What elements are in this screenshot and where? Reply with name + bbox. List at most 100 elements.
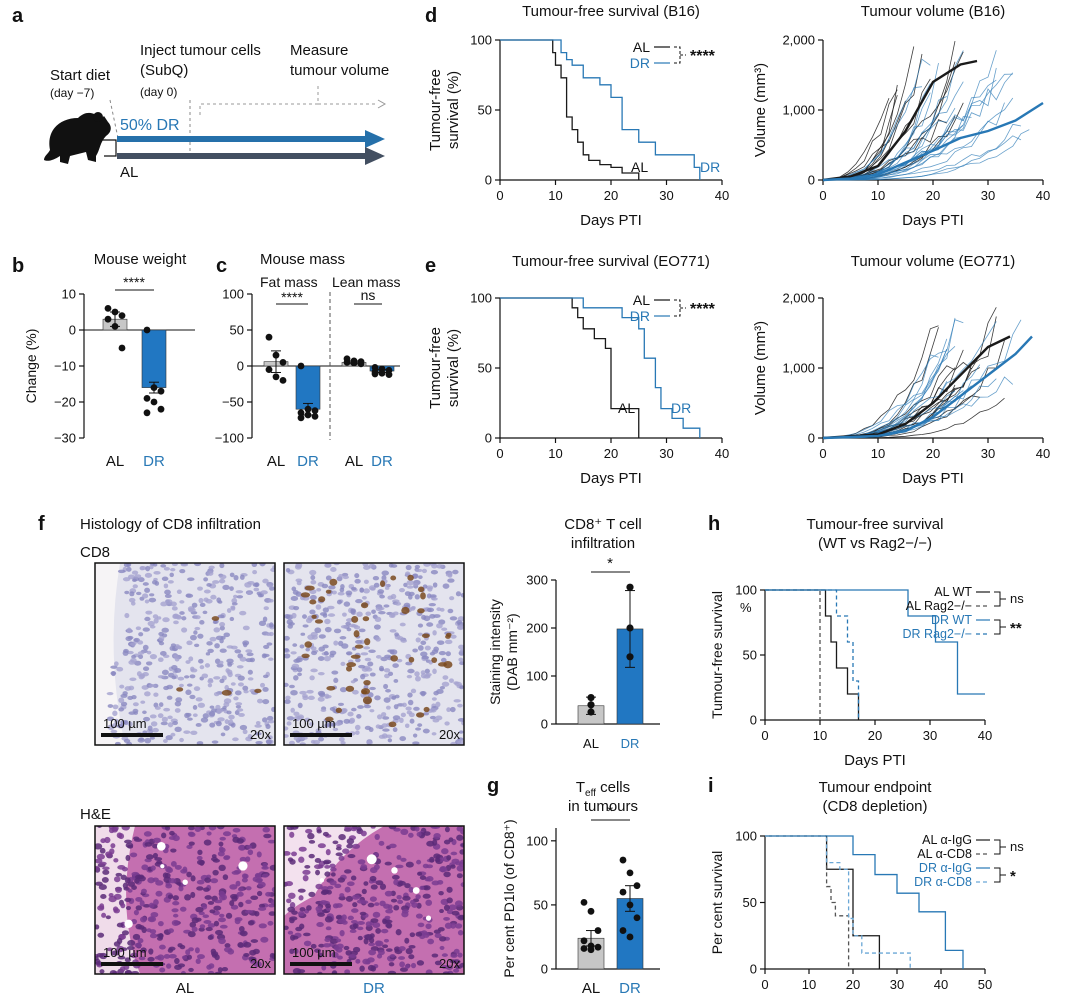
y-axis-label: Tumour-free: [427, 69, 444, 151]
nucleus: [186, 683, 193, 687]
nucleus: [214, 899, 223, 904]
nucleus: [304, 864, 311, 869]
legend-label: DR α-CD8: [914, 875, 972, 889]
nucleus: [242, 625, 250, 631]
mouse-body: [44, 112, 111, 164]
x-tick-label: 20: [604, 188, 618, 203]
nucleus: [458, 730, 464, 734]
nucleus: [118, 707, 125, 712]
nucleus: [205, 598, 213, 604]
nucleus: [302, 874, 309, 882]
series-end-label: AL: [618, 400, 635, 416]
nucleus: [345, 621, 351, 626]
chart-f2: 0 100 200 300 Staining intensity (DAB mm⁻²) AL…: [487, 555, 660, 751]
nucleus: [232, 827, 241, 833]
data-point: [150, 398, 158, 406]
nucleus: [124, 590, 130, 595]
nucleus: [142, 593, 149, 599]
nucleus: [416, 960, 425, 966]
nucleus: [390, 564, 398, 568]
nucleus: [415, 931, 423, 937]
nucleus: [224, 943, 231, 948]
nucleus: [418, 575, 423, 580]
nucleus: [423, 615, 431, 622]
nucleus: [287, 624, 293, 629]
nucleus: [207, 648, 214, 654]
nucleus: [117, 865, 126, 870]
legend-label: DR α-IgG: [919, 861, 972, 875]
nucleus: [448, 904, 457, 911]
nucleus: [460, 843, 464, 847]
nucleus: [337, 591, 345, 596]
chart-title: CD8⁺ T cell: [564, 516, 641, 533]
data-point: [143, 395, 151, 402]
vacuole: [124, 919, 133, 928]
nucleus: [325, 903, 331, 909]
nucleus: [439, 908, 444, 914]
nucleus: [162, 617, 170, 623]
nucleus: [299, 690, 307, 695]
nucleus: [457, 624, 464, 630]
nucleus: [213, 905, 222, 911]
nucleus: [126, 566, 132, 572]
nucleus: [220, 732, 226, 737]
y-tick-label: 50: [230, 323, 244, 338]
data-point: [626, 624, 634, 632]
nucleus: [189, 674, 196, 679]
data-point: [297, 409, 305, 417]
nucleus: [357, 859, 366, 865]
nucleus: [289, 684, 295, 689]
fat-mass-label: Fat mass: [260, 274, 318, 290]
nucleus: [417, 871, 423, 876]
nucleus: [369, 686, 376, 691]
nucleus: [168, 878, 177, 884]
nucleus: [124, 970, 132, 974]
nucleus: [195, 906, 204, 913]
al-label: AL: [120, 164, 138, 181]
nucleus: [164, 589, 171, 595]
nucleus: [239, 856, 247, 862]
nucleus: [142, 672, 149, 677]
nucleus: [168, 954, 177, 959]
nucleus: [303, 940, 312, 947]
nucleus: [395, 864, 404, 869]
legend-label: AL: [633, 39, 650, 55]
nucleus: [436, 607, 442, 612]
nucleus: [365, 611, 372, 616]
micrograph-image: [284, 563, 464, 745]
nucleus: [98, 884, 107, 891]
significance-label: *: [1010, 868, 1016, 885]
nucleus: [302, 736, 308, 740]
nucleus: [246, 591, 252, 596]
nucleus: [368, 949, 377, 956]
nucleus: [221, 966, 229, 972]
nucleus: [297, 911, 305, 917]
nucleus: [160, 721, 168, 726]
nucleus: [301, 614, 308, 619]
nucleus: [327, 613, 336, 617]
significance-label: ****: [281, 289, 303, 305]
nucleus: [351, 624, 359, 628]
bar-DR: [141, 329, 167, 388]
nucleus: [271, 953, 275, 960]
nucleus: [196, 954, 205, 960]
nucleus: [437, 879, 444, 885]
nucleus: [450, 953, 458, 958]
x-tick-label: 10: [813, 728, 827, 743]
nucleus: [457, 718, 464, 722]
nucleus: [120, 903, 126, 909]
nucleus: [105, 915, 111, 920]
nucleus: [442, 675, 449, 680]
nucleus: [99, 847, 106, 854]
nucleus: [385, 705, 391, 710]
nucleus: [355, 639, 363, 644]
nucleus: [457, 952, 463, 958]
nucleus: [209, 710, 216, 717]
image-border: [94, 562, 276, 746]
nucleus: [395, 929, 402, 936]
nucleus: [369, 709, 375, 713]
significance-label: ****: [690, 301, 716, 318]
nucleus: [422, 728, 430, 734]
nucleus: [442, 583, 450, 589]
nucleus: [325, 848, 331, 856]
